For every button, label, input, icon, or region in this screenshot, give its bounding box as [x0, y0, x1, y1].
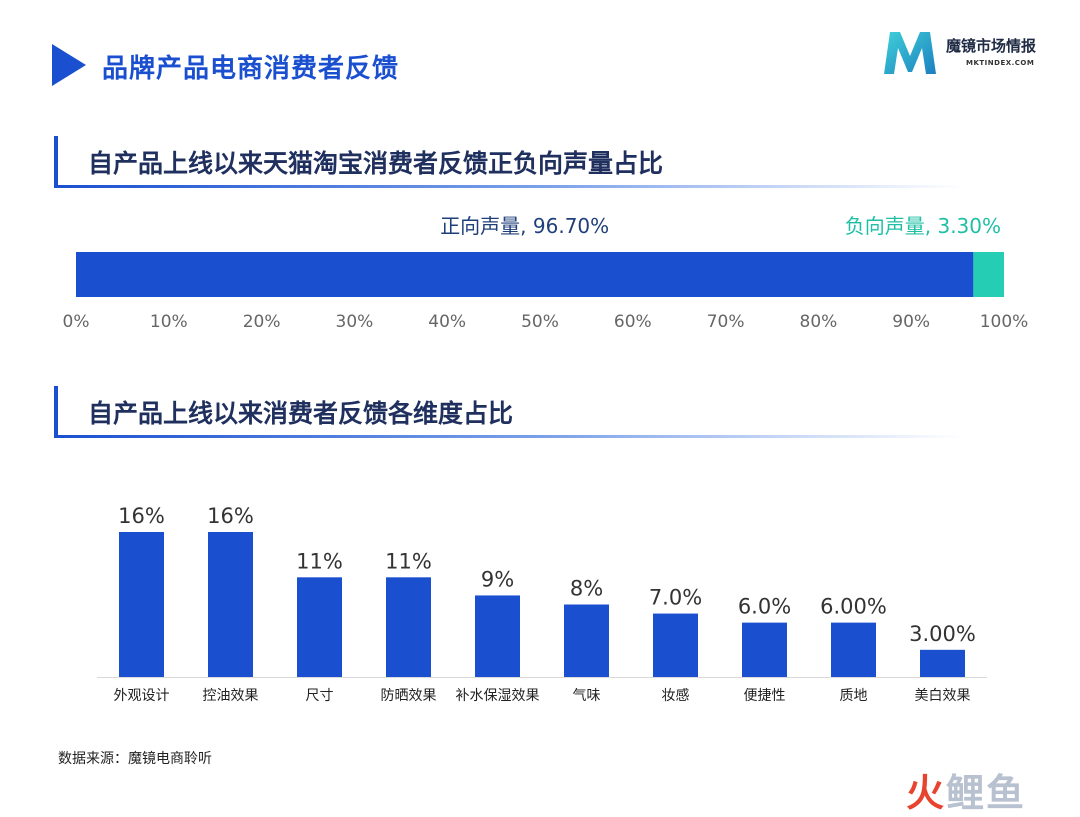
sentiment-bar-segment-0: [76, 252, 974, 297]
sentiment-x-tick-label: 100%: [980, 312, 1029, 332]
data-source: 数据来源：魔镜电商聆听: [58, 751, 212, 767]
logo-m-icon: [884, 32, 936, 74]
dimension-bar: [119, 532, 164, 677]
dimension-bar: [742, 622, 787, 677]
section-accent-bar: [54, 136, 58, 188]
title-triangle-icon: [52, 44, 86, 86]
sentiment-x-tick-label: 0%: [63, 312, 90, 332]
sentiment-stacked-bar-chart: 正向声量, 96.70% 负向声量, 3.30% 0% 10% 20% 30% 40% 50%…: [63, 214, 1029, 332]
dimension-bar: [475, 595, 520, 677]
dimension-data-label: 16%: [207, 504, 254, 528]
page-title: 品牌产品电商消费者反馈: [102, 54, 400, 84]
dimension-data-label: 6.0%: [738, 595, 791, 619]
sentiment-x-tick-label: 40%: [428, 312, 466, 332]
section-header-dimensions: 自产品上线以来消费者反馈各维度占比: [54, 386, 964, 438]
dimension-bar: [297, 577, 342, 677]
sentiment-x-tick-label: 30%: [336, 312, 374, 332]
dimension-data-label: 3.00%: [909, 622, 976, 646]
logo-name-en: MKTINDEX.COM: [966, 59, 1035, 67]
dimension-data-label: 11%: [296, 549, 343, 573]
sentiment-x-tick-label: 80%: [800, 312, 838, 332]
dimension-bar: [386, 577, 431, 677]
dimension-category-label: 控油效果: [203, 688, 259, 704]
sentiment-data-label-0: 正向声量, 96.70%: [440, 214, 609, 238]
brand-logo: 魔镜市场情报 MKTINDEX.COM: [880, 28, 1060, 80]
dimension-data-label: 6.00%: [820, 595, 887, 619]
section-title-dimensions: 自产品上线以来消费者反馈各维度占比: [88, 399, 514, 428]
section-header-sentiment: 自产品上线以来天猫淘宝消费者反馈正负向声量占比: [54, 136, 964, 188]
dimension-data-label: 7.0%: [649, 586, 702, 610]
dimension-category-label: 美白效果: [915, 688, 971, 704]
dimension-bar: [208, 532, 253, 677]
dimension-data-label: 8%: [570, 577, 603, 601]
sentiment-bar-segment-1: [973, 252, 1004, 297]
dimension-bar: [831, 622, 876, 677]
section-underline: [54, 435, 964, 438]
section-underline: [54, 185, 964, 188]
logo-name-cn: 魔镜市场情报: [946, 37, 1037, 55]
page-header: 品牌产品电商消费者反馈: [52, 44, 652, 88]
sentiment-x-tick-label: 10%: [150, 312, 188, 332]
dimension-bar: [920, 649, 965, 677]
dimension-category-label: 质地: [840, 688, 868, 704]
sentiment-x-tick-label: 50%: [521, 312, 559, 332]
dimension-category-label: 补水保湿效果: [456, 688, 540, 704]
sentiment-x-tick-label: 60%: [614, 312, 652, 332]
dimension-category-label: 妆感: [662, 687, 690, 704]
dimension-data-label: 9%: [481, 567, 514, 591]
dimension-bar: [564, 604, 609, 677]
sentiment-x-tick-label: 90%: [892, 312, 930, 332]
dimension-data-label: 11%: [385, 549, 432, 573]
section-accent-bar: [54, 386, 58, 438]
watermark-part2: 鲤鱼: [946, 771, 1027, 815]
watermark-part1: 火: [906, 771, 947, 815]
dimension-bar: [653, 613, 698, 677]
sentiment-data-label-1: 负向声量, 3.30%: [845, 214, 1001, 238]
dimension-category-label: 尺寸: [306, 688, 334, 704]
sentiment-x-tick-label: 20%: [243, 312, 281, 332]
watermark: 火鲤鱼: [906, 762, 1026, 817]
dimension-category-label: 防晒效果: [381, 688, 437, 704]
dimension-category-label: 外观设计: [114, 688, 170, 704]
dimension-category-label: 便捷性: [744, 688, 786, 704]
section-title-sentiment: 自产品上线以来天猫淘宝消费者反馈正负向声量占比: [88, 149, 664, 178]
sentiment-x-tick-label: 70%: [707, 312, 745, 332]
dimension-category-label: 气味: [573, 688, 601, 704]
dimension-data-label: 16%: [118, 504, 165, 528]
